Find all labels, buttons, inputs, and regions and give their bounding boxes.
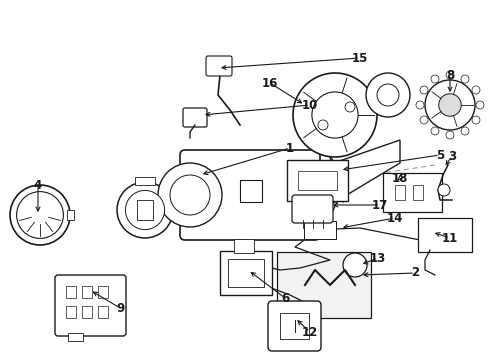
Circle shape bbox=[10, 185, 70, 245]
FancyBboxPatch shape bbox=[292, 195, 333, 223]
Circle shape bbox=[366, 73, 410, 117]
Bar bbox=[82, 286, 92, 298]
Circle shape bbox=[117, 182, 173, 238]
Text: 8: 8 bbox=[446, 68, 454, 81]
Circle shape bbox=[439, 94, 461, 116]
Text: 6: 6 bbox=[281, 292, 289, 305]
Text: 16: 16 bbox=[262, 77, 278, 90]
Circle shape bbox=[438, 184, 450, 196]
FancyBboxPatch shape bbox=[220, 251, 272, 295]
Text: 12: 12 bbox=[302, 325, 318, 338]
FancyBboxPatch shape bbox=[183, 108, 207, 127]
Circle shape bbox=[293, 73, 377, 157]
Bar bbox=[234, 239, 254, 253]
Circle shape bbox=[170, 175, 210, 215]
Bar bbox=[66, 306, 76, 318]
Circle shape bbox=[125, 190, 165, 230]
FancyBboxPatch shape bbox=[206, 56, 232, 76]
Circle shape bbox=[461, 75, 469, 83]
Bar bbox=[98, 286, 108, 298]
FancyBboxPatch shape bbox=[418, 218, 472, 252]
Bar bbox=[298, 171, 337, 190]
Text: 13: 13 bbox=[370, 252, 386, 265]
Circle shape bbox=[345, 102, 355, 112]
FancyBboxPatch shape bbox=[277, 252, 371, 318]
Bar bbox=[413, 185, 423, 200]
Bar bbox=[137, 200, 153, 220]
Text: 9: 9 bbox=[116, 302, 124, 315]
FancyBboxPatch shape bbox=[180, 150, 320, 240]
Bar bbox=[98, 306, 108, 318]
Circle shape bbox=[446, 71, 454, 79]
Bar bbox=[68, 333, 83, 341]
Circle shape bbox=[446, 131, 454, 139]
Circle shape bbox=[472, 116, 480, 124]
Bar bbox=[66, 286, 76, 298]
Circle shape bbox=[472, 86, 480, 94]
Text: 11: 11 bbox=[442, 231, 458, 244]
Circle shape bbox=[318, 120, 328, 130]
Polygon shape bbox=[305, 140, 400, 220]
FancyBboxPatch shape bbox=[268, 301, 321, 351]
Text: 1: 1 bbox=[286, 141, 294, 154]
FancyBboxPatch shape bbox=[228, 259, 264, 287]
Circle shape bbox=[476, 101, 484, 109]
Circle shape bbox=[425, 80, 475, 130]
Circle shape bbox=[461, 127, 469, 135]
Circle shape bbox=[420, 86, 428, 94]
Circle shape bbox=[431, 75, 439, 83]
Text: 2: 2 bbox=[411, 266, 419, 279]
Text: 5: 5 bbox=[436, 149, 444, 162]
Circle shape bbox=[416, 101, 424, 109]
Text: 18: 18 bbox=[392, 171, 408, 185]
Bar bbox=[67, 210, 74, 220]
Circle shape bbox=[377, 84, 399, 106]
Circle shape bbox=[312, 92, 358, 138]
Bar bbox=[280, 313, 309, 339]
FancyBboxPatch shape bbox=[383, 173, 442, 212]
Bar bbox=[395, 185, 405, 200]
FancyBboxPatch shape bbox=[304, 221, 336, 239]
FancyBboxPatch shape bbox=[287, 160, 348, 201]
Text: 17: 17 bbox=[372, 198, 388, 212]
Circle shape bbox=[431, 127, 439, 135]
Circle shape bbox=[343, 253, 367, 277]
Circle shape bbox=[420, 116, 428, 124]
Bar bbox=[240, 180, 262, 202]
Circle shape bbox=[17, 192, 63, 238]
FancyBboxPatch shape bbox=[55, 275, 126, 336]
Circle shape bbox=[158, 163, 222, 227]
Text: 15: 15 bbox=[352, 51, 368, 64]
Text: 4: 4 bbox=[34, 179, 42, 192]
Text: 14: 14 bbox=[387, 212, 403, 225]
Bar bbox=[82, 306, 92, 318]
Text: 10: 10 bbox=[302, 99, 318, 112]
Bar bbox=[135, 177, 155, 185]
Text: 3: 3 bbox=[448, 149, 456, 162]
